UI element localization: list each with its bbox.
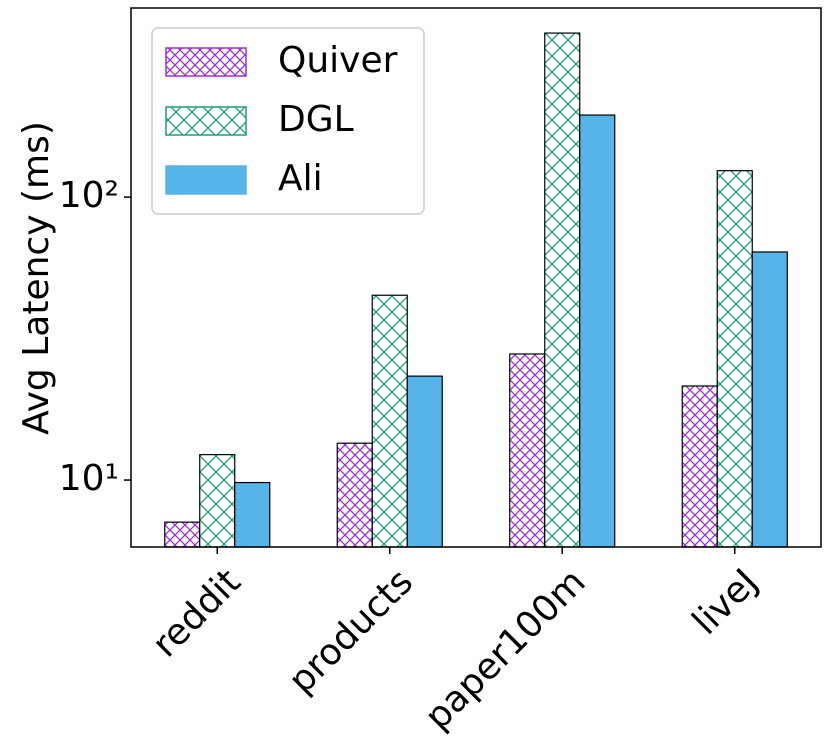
bar — [716, 170, 753, 548]
legend-swatch — [165, 165, 247, 195]
bar — [579, 114, 616, 548]
bar — [751, 251, 788, 548]
bar — [336, 442, 373, 548]
bar — [681, 385, 718, 548]
y-tick-label: 10¹ — [59, 458, 119, 499]
bar — [509, 353, 546, 548]
bar — [544, 32, 581, 548]
x-tick-label: paper100m — [417, 561, 593, 737]
legend-swatch — [165, 47, 247, 77]
bar — [371, 294, 408, 548]
legend-label: Quiver — [278, 40, 398, 81]
x-tick-label: reddit — [145, 561, 249, 665]
legend-label: Ali — [278, 158, 323, 199]
bar — [406, 375, 443, 548]
y-tick-label: 10² — [59, 175, 119, 216]
x-tick-label: liveJ — [685, 561, 766, 642]
legend-label: DGL — [278, 99, 354, 140]
bar — [234, 481, 271, 548]
x-tick-label: products — [281, 561, 421, 701]
y-axis-label: Avg Latency (ms) — [16, 121, 57, 435]
plot-frame — [130, 7, 822, 548]
bar — [199, 454, 236, 548]
bar — [164, 521, 201, 548]
legend-swatch — [165, 106, 247, 136]
